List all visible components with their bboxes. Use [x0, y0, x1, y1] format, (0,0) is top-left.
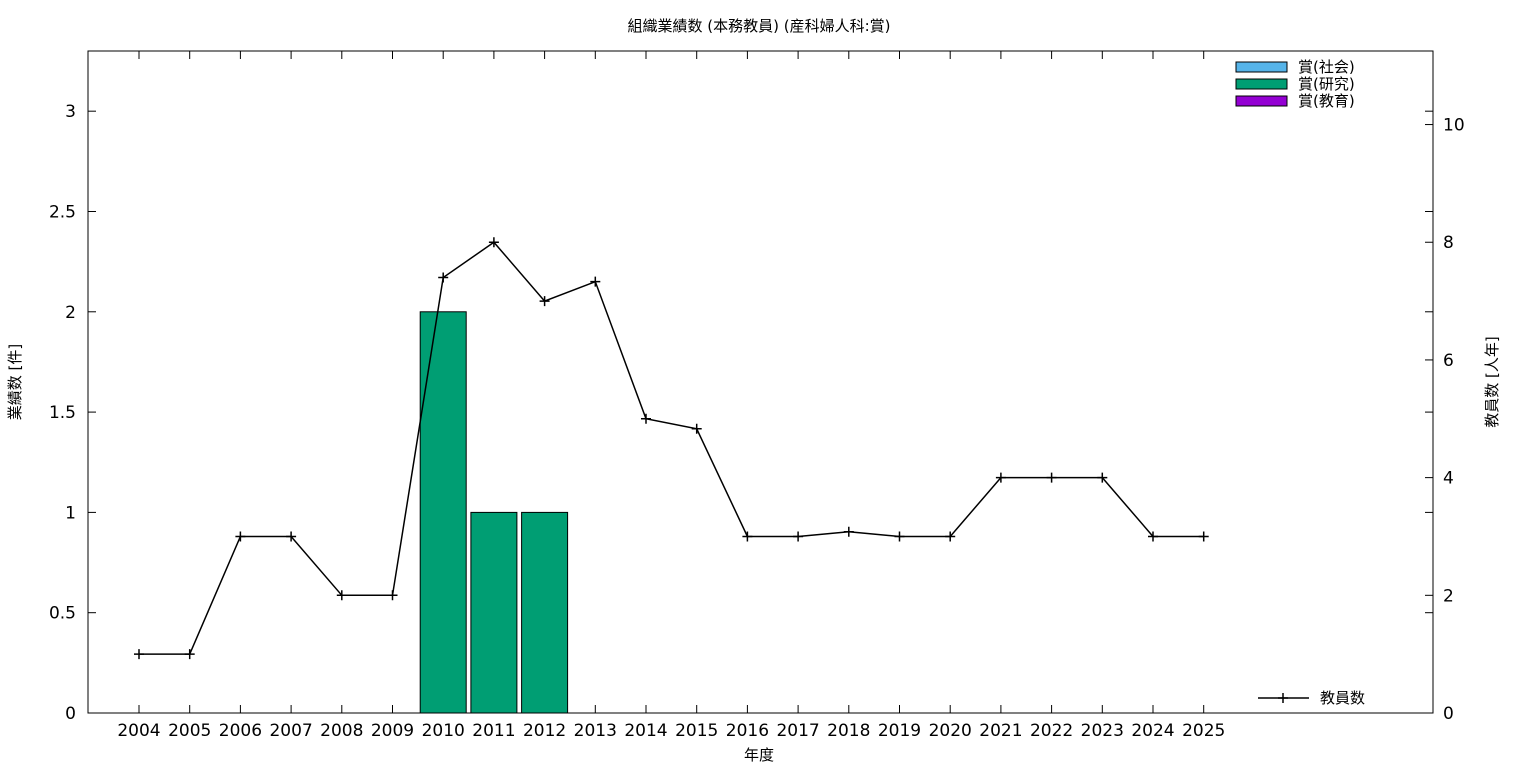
legend-label: 賞(教育): [1298, 92, 1355, 110]
legend-label: 賞(研究): [1298, 75, 1355, 93]
y2-tick-label: 6: [1443, 351, 1454, 371]
legend-line: 教員数: [1258, 689, 1365, 707]
y2-tick-label: 8: [1443, 233, 1454, 253]
line-point: [336, 590, 347, 601]
line-point: [894, 531, 905, 542]
y-tick-label: 2.5: [49, 202, 76, 222]
line-point: [539, 296, 550, 307]
x-tick-label: 2015: [675, 721, 718, 741]
y-tick-label: 2: [65, 303, 76, 323]
line-point: [691, 423, 702, 434]
x-tick-label: 2011: [472, 721, 515, 741]
line-point: [793, 531, 804, 542]
y-tick-label: 1: [65, 503, 76, 523]
x-tick-label: 2014: [624, 721, 667, 741]
x-tick-label: 2019: [878, 721, 921, 741]
y-axis-label: 業績数 [件]: [6, 344, 24, 420]
line-series: [134, 237, 1209, 660]
line-point: [286, 531, 297, 542]
y-tick-label: 1.5: [49, 403, 76, 423]
line-point: [1148, 531, 1158, 542]
line-point: [641, 413, 651, 424]
line-point: [184, 649, 195, 660]
line-point: [945, 531, 956, 542]
line-point: [995, 472, 1006, 483]
line-point: [1198, 531, 1209, 542]
y2-tick-label: 10: [1443, 116, 1465, 136]
line-point: [1097, 472, 1108, 483]
y-axis-right: 0 2 4 6 8 10: [1425, 116, 1465, 724]
line-point: [1046, 472, 1057, 483]
legend-swatch: [1235, 78, 1288, 90]
line-path: [139, 241, 1204, 655]
y2-axis-label: 教員数 [人年]: [1483, 336, 1501, 427]
x-tick-label: 2005: [168, 721, 211, 741]
legend-swatch: [1235, 95, 1288, 107]
x-tick-label: 2013: [574, 721, 617, 741]
line-point: [134, 649, 144, 660]
x-tick-label: 2023: [1081, 721, 1124, 741]
x-tick-label: 2004: [117, 721, 160, 741]
x-tick-label: 2016: [726, 721, 769, 741]
x-tick-label: 2022: [1030, 721, 1073, 741]
y-tick-label: 3: [65, 102, 76, 122]
x-tick-label: 2012: [523, 721, 566, 741]
x-tick-label: 2024: [1131, 721, 1174, 741]
x-tick-label: 2006: [219, 721, 262, 741]
line-point: [742, 531, 753, 542]
legend-label: 教員数: [1320, 689, 1365, 707]
x-axis: 2004 2005 2006 2007 2008 2009 2010 2011 2012 2013…: [117, 51, 1225, 741]
x-axis-label: 年度: [744, 746, 774, 764]
x-tick-label: 2021: [979, 721, 1022, 741]
bar: [521, 511, 569, 714]
y2-tick-label: 4: [1443, 469, 1454, 489]
legend-label: 賞(社会): [1298, 58, 1355, 76]
x-tick-label: 2008: [320, 721, 363, 741]
line-point: [843, 526, 854, 537]
x-tick-label: 2020: [929, 721, 972, 741]
y-tick-label: 0: [65, 704, 76, 724]
chart-title: 組織業績数 (本務教員) (産科婦人科:賞): [628, 17, 891, 35]
line-point: [438, 272, 449, 283]
legend-swatch: [1235, 61, 1288, 73]
y-axis-left: 0 0.5 1 1.5 2 2.5 3: [49, 102, 1433, 724]
y2-tick-label: 2: [1443, 586, 1454, 606]
line-point: [387, 590, 398, 601]
line-point: [488, 237, 499, 248]
legend-line-marker: [1278, 693, 1288, 703]
y-tick-label: 0.5: [49, 604, 76, 624]
bar: [470, 511, 518, 714]
line-point: [235, 531, 246, 542]
plot-frame: [87, 50, 1434, 714]
y2-tick-label: 0: [1443, 704, 1454, 724]
x-tick-label: 2018: [827, 721, 870, 741]
x-tick-label: 2017: [776, 721, 819, 741]
bar: [419, 311, 467, 714]
x-tick-label: 2010: [422, 721, 465, 741]
x-tick-label: 2007: [269, 721, 312, 741]
x-tick-label: 2009: [371, 721, 414, 741]
bar-series: [419, 311, 569, 714]
legend-bars: 賞(社会)賞(研究)賞(教育): [1235, 58, 1355, 110]
x-tick-label: 2025: [1182, 721, 1225, 741]
line-point: [590, 276, 601, 287]
